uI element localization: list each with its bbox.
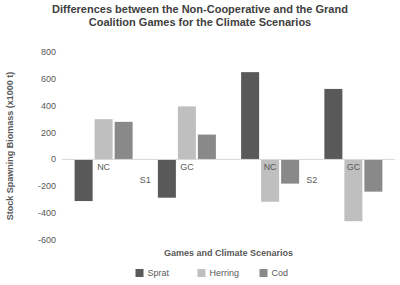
bar: [281, 159, 299, 183]
legend-swatch: [198, 269, 206, 277]
bar: [115, 122, 133, 160]
zero-line: [62, 159, 395, 160]
y-tick: [59, 52, 62, 53]
category-label: NC: [97, 162, 110, 172]
background: [0, 0, 400, 285]
bar: [241, 72, 259, 159]
y-tick-label: 800: [41, 47, 56, 57]
y-tick: [59, 78, 62, 79]
bar: [158, 159, 176, 197]
bar: [198, 135, 216, 160]
y-tick-label: -200: [38, 181, 56, 191]
legend-swatch: [136, 269, 144, 277]
group-label: S2: [306, 175, 317, 185]
y-tick-label: 200: [41, 128, 56, 138]
y-tick: [59, 105, 62, 106]
legend-label: Sprat: [148, 268, 170, 278]
bar: [95, 119, 113, 159]
category-label: GC: [347, 162, 361, 172]
legend: Sprat Herring Cod: [136, 268, 289, 278]
bar: [344, 159, 362, 221]
category-label: NC: [264, 162, 277, 172]
y-tick-label: 600: [41, 74, 56, 84]
y-tick-label: -400: [38, 208, 56, 218]
bar: [75, 159, 93, 201]
category-label: GC: [180, 162, 194, 172]
y-tick-label: -600: [38, 235, 56, 245]
y-axis-label: Stock Spawning Biomass (x1000 t): [5, 72, 15, 221]
chart: Differences between the Non-Cooperative …: [0, 0, 400, 285]
x-axis-label: Games and Climate Scenarios: [164, 248, 293, 258]
chart-svg: Differences between the Non-Cooperative …: [0, 0, 400, 285]
y-tick: [59, 213, 62, 214]
y-tick: [59, 132, 62, 133]
title-line: Differences between the Non-Cooperative …: [52, 3, 348, 15]
legend-label: Herring: [210, 268, 240, 278]
y-tick: [59, 159, 62, 160]
y-tick-label: 400: [41, 101, 56, 111]
title: Differences between the Non-Cooperative …: [52, 3, 348, 28]
title-line: Coalition Games for the Climate Scenario…: [89, 16, 312, 28]
legend-swatch: [260, 269, 268, 277]
bar: [178, 106, 196, 159]
bar: [364, 159, 382, 191]
y-tick: [59, 186, 62, 187]
legend-label: Cod: [272, 268, 289, 278]
bar: [261, 159, 279, 201]
bars: [75, 72, 383, 221]
bar: [324, 89, 342, 160]
y-tick-label: 0: [51, 154, 56, 164]
group-label: S1: [140, 175, 151, 185]
y-tick: [59, 240, 62, 241]
